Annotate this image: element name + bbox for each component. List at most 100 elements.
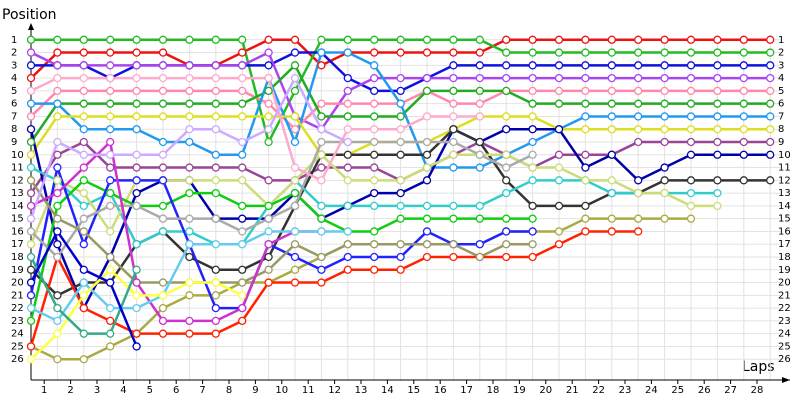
lap-marker bbox=[26, 214, 36, 223]
lap-marker bbox=[607, 227, 616, 236]
lap-marker bbox=[713, 99, 722, 108]
lap-marker bbox=[713, 150, 722, 159]
lap-marker bbox=[607, 73, 616, 83]
y-tick-label-right: 1 bbox=[778, 35, 784, 46]
lap-marker bbox=[264, 240, 273, 249]
lap-marker bbox=[607, 48, 616, 57]
lap-marker bbox=[660, 163, 669, 172]
lap-marker bbox=[264, 227, 273, 236]
lap-marker bbox=[290, 240, 300, 249]
lap-marker bbox=[528, 201, 537, 211]
lap-marker bbox=[502, 227, 511, 236]
y-tick-label-right: 10 bbox=[778, 150, 791, 161]
lap-marker bbox=[132, 201, 141, 211]
lap-marker bbox=[79, 240, 88, 249]
lap-marker bbox=[686, 61, 696, 70]
lap-marker bbox=[290, 61, 300, 70]
y-tick-label: 21 bbox=[11, 290, 24, 301]
lap-marker bbox=[634, 86, 643, 96]
lap-marker bbox=[343, 240, 352, 249]
lap-marker bbox=[581, 227, 590, 236]
lap-marker bbox=[290, 265, 300, 274]
lap-marker bbox=[739, 99, 748, 108]
y-tick-label-right: 8 bbox=[778, 124, 784, 135]
lap-marker bbox=[26, 35, 36, 44]
x-tick-label: 4 bbox=[120, 385, 126, 396]
lap-marker bbox=[502, 252, 511, 262]
lap-marker bbox=[106, 201, 115, 211]
lap-marker bbox=[211, 265, 220, 274]
lap-marker bbox=[528, 35, 537, 44]
lap-marker bbox=[554, 227, 564, 236]
lap-marker bbox=[290, 73, 300, 83]
lap-marker bbox=[422, 112, 432, 121]
lap-marker bbox=[53, 61, 62, 70]
lap-marker bbox=[634, 73, 643, 83]
lap-marker bbox=[132, 125, 141, 134]
lap-marker bbox=[185, 86, 194, 96]
y-tick-label-right: 11 bbox=[778, 163, 791, 174]
lap-marker bbox=[343, 86, 352, 96]
lap-marker bbox=[607, 35, 616, 44]
lap-marker bbox=[26, 227, 36, 236]
lap-marker bbox=[554, 125, 564, 134]
lap-marker bbox=[422, 48, 432, 57]
lap-marker bbox=[634, 214, 643, 223]
lap-marker bbox=[528, 73, 537, 83]
lap-marker bbox=[53, 112, 62, 121]
lap-marker bbox=[132, 176, 141, 185]
lap-marker bbox=[106, 163, 115, 172]
lap-marker bbox=[53, 240, 62, 249]
x-tick-label: 15 bbox=[407, 385, 420, 396]
lap-marker bbox=[26, 316, 36, 326]
lap-marker bbox=[554, 176, 564, 185]
lap-marker bbox=[449, 125, 458, 134]
lap-marker bbox=[449, 48, 458, 57]
x-tick-label: 11 bbox=[302, 385, 315, 396]
lap-marker bbox=[528, 163, 537, 172]
lap-marker bbox=[370, 99, 379, 108]
lap-marker bbox=[185, 163, 194, 172]
lap-marker bbox=[581, 86, 590, 96]
lap-marker bbox=[185, 227, 194, 236]
lap-marker bbox=[290, 201, 300, 211]
y-tick-label: 23 bbox=[11, 316, 24, 327]
lap-marker bbox=[158, 176, 168, 185]
lap-marker bbox=[581, 35, 590, 44]
lap-marker bbox=[158, 278, 168, 287]
lap-marker bbox=[106, 188, 115, 198]
lap-marker bbox=[317, 278, 326, 287]
lap-marker bbox=[422, 214, 432, 223]
lap-marker bbox=[79, 112, 88, 121]
lap-marker bbox=[158, 227, 168, 236]
x-tick-label: 9 bbox=[252, 385, 258, 396]
series-line bbox=[29, 179, 533, 322]
lap-marker bbox=[370, 176, 379, 185]
lap-marker bbox=[53, 355, 62, 364]
lap-marker bbox=[53, 303, 62, 313]
lap-marker bbox=[53, 99, 62, 108]
lap-marker bbox=[581, 150, 590, 159]
lap-marker bbox=[79, 35, 88, 44]
lap-marker bbox=[26, 342, 36, 351]
lap-marker bbox=[766, 61, 775, 70]
lap-marker bbox=[502, 163, 511, 172]
y-tick-label-right: 7 bbox=[778, 111, 784, 122]
lap-marker bbox=[185, 176, 194, 185]
lap-marker bbox=[264, 252, 273, 262]
x-tick-label: 2 bbox=[67, 385, 73, 396]
lap-marker bbox=[607, 112, 616, 121]
lap-marker bbox=[422, 86, 432, 96]
lap-marker bbox=[475, 137, 484, 147]
lap-marker bbox=[766, 137, 775, 147]
lap-marker bbox=[26, 125, 36, 134]
lap-marker bbox=[370, 240, 379, 249]
lap-marker bbox=[475, 86, 484, 96]
lap-marker bbox=[185, 329, 194, 338]
lap-marker bbox=[396, 188, 405, 198]
y-tick-label: 22 bbox=[11, 303, 24, 314]
lap-marker bbox=[106, 342, 115, 351]
lap-marker bbox=[290, 176, 300, 185]
lap-marker bbox=[528, 150, 537, 159]
lap-marker bbox=[660, 73, 669, 83]
